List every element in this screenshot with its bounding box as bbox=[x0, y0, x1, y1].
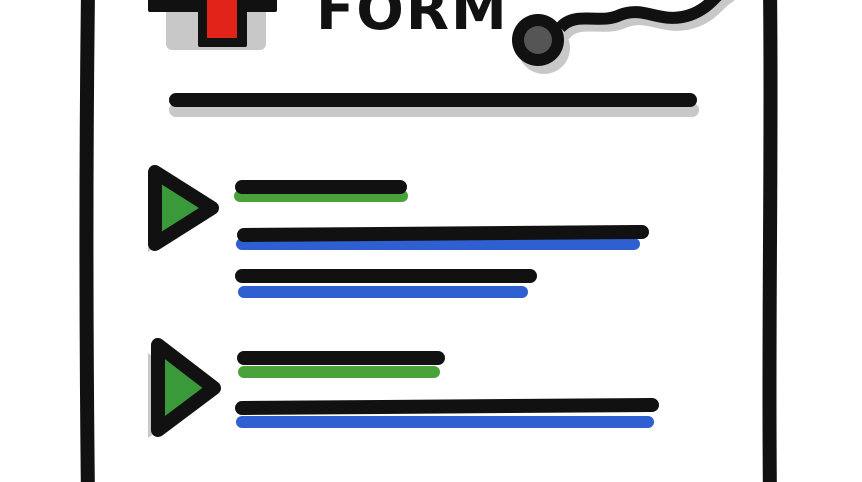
stethoscope-icon bbox=[512, 0, 735, 74]
field-value-line bbox=[235, 398, 659, 428]
form-title: FORM bbox=[316, 0, 509, 43]
field-value-line bbox=[236, 225, 649, 250]
form-sheet bbox=[79, 0, 778, 482]
medical-cross-icon bbox=[148, 0, 277, 50]
form-section-2 bbox=[148, 338, 659, 438]
field-value-line bbox=[235, 269, 537, 298]
header-divider bbox=[169, 93, 699, 117]
field-label-line bbox=[237, 351, 445, 378]
play-icon bbox=[148, 165, 219, 252]
play-icon bbox=[148, 338, 221, 438]
field-label-line bbox=[234, 180, 408, 202]
form-section-1 bbox=[148, 165, 649, 298]
